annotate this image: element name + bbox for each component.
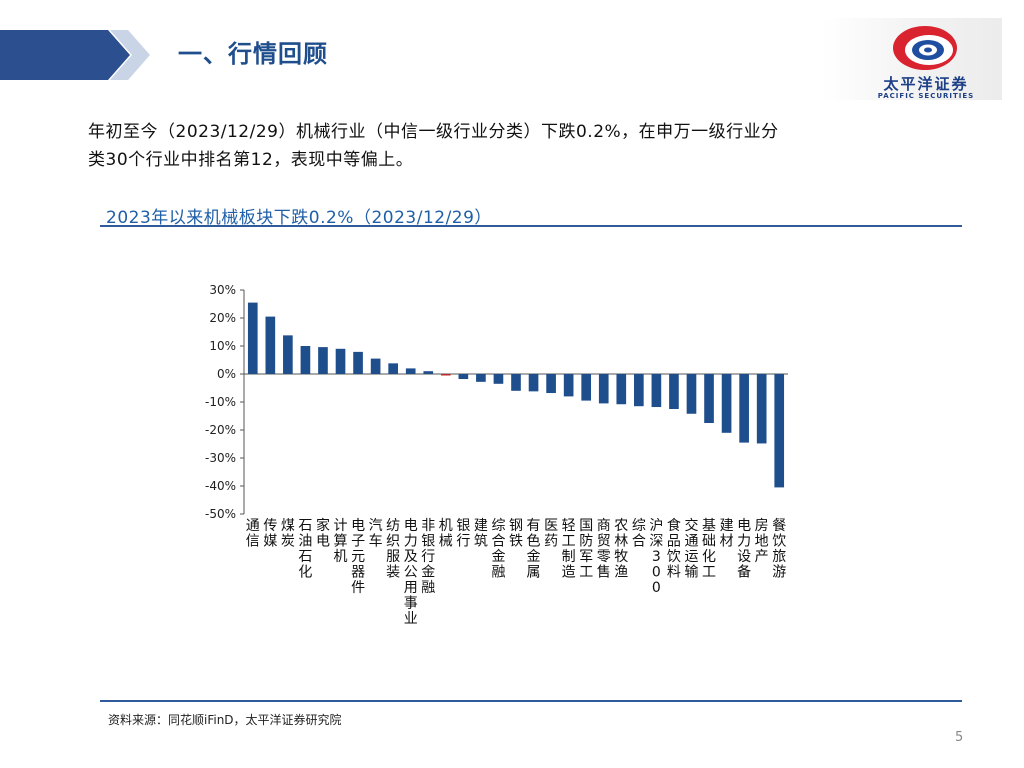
bar-3 bbox=[300, 346, 311, 374]
logo-emblem-icon bbox=[893, 26, 957, 70]
section-title: 一、行情回顾 bbox=[178, 39, 328, 68]
bar-21 bbox=[616, 374, 627, 405]
x-tick-label: 汽车 bbox=[369, 518, 383, 550]
y-tick-label: 20% bbox=[209, 311, 236, 325]
x-tick-label: 建材 bbox=[720, 518, 734, 550]
x-tick-label: 沪深 3 0 0 bbox=[649, 518, 663, 596]
x-tick-label: 医药 bbox=[544, 518, 558, 550]
bar-23 bbox=[651, 374, 662, 408]
x-tick-label: 有色金属 bbox=[527, 518, 541, 581]
x-tick-label: 餐饮旅游 bbox=[772, 518, 786, 581]
bar-7 bbox=[370, 358, 381, 374]
y-tick-label: -30% bbox=[205, 451, 236, 465]
bar-14 bbox=[493, 374, 504, 384]
y-tick-label: 30% bbox=[209, 283, 236, 297]
bar-16 bbox=[528, 374, 539, 392]
x-tick-label: 房地产 bbox=[755, 518, 769, 565]
y-tick-label: 0% bbox=[217, 367, 236, 381]
header-banner-icon bbox=[0, 30, 150, 80]
summary-line-1: 年初至今（2023/12/29）机械行业（中信一级行业分类）下跌0.2%，在申万… bbox=[88, 122, 779, 142]
bar-20 bbox=[598, 374, 609, 404]
bar-1 bbox=[265, 316, 276, 374]
bar-8 bbox=[388, 363, 398, 374]
y-tick-label: 10% bbox=[209, 339, 236, 353]
x-tick-label: 机械 bbox=[439, 518, 453, 550]
bar-25 bbox=[686, 374, 697, 414]
company-logo: 太平洋证券 PACIFIC SECURITIES bbox=[822, 18, 1002, 100]
chart-title-divider bbox=[100, 225, 962, 227]
summary-line-2: 类30个行业中排名第12，表现中等偏上。 bbox=[88, 150, 414, 170]
bar-29 bbox=[756, 374, 767, 444]
bar-12 bbox=[458, 374, 469, 380]
x-tick-label: 综合 bbox=[632, 518, 646, 550]
bar-24 bbox=[669, 374, 679, 409]
bar-30 bbox=[774, 374, 785, 488]
x-tick-label: 煤炭 bbox=[281, 518, 295, 550]
bar-28 bbox=[739, 374, 749, 443]
x-tick-label: 商贸零售 bbox=[597, 518, 611, 581]
x-tick-label: 电力设备 bbox=[737, 518, 751, 581]
bar-17 bbox=[546, 374, 556, 394]
x-tick-label: 银行 bbox=[456, 518, 470, 550]
x-tick-label: 传媒 bbox=[263, 518, 277, 550]
x-tick-label: 纺织服装 bbox=[386, 518, 400, 581]
y-tick-label: -10% bbox=[205, 395, 236, 409]
bar-11 bbox=[440, 374, 451, 376]
x-tick-label: 国防军工 bbox=[579, 518, 593, 581]
x-tick-label: 石油石化 bbox=[298, 518, 312, 581]
bar-26 bbox=[704, 374, 714, 423]
x-tick-label: 食品饮料 bbox=[667, 517, 681, 581]
x-tick-label: 建筑 bbox=[474, 518, 488, 550]
bar-chart: 30% 20% 10% 0% -10% -20% -30% -40% -50% 通信传媒煤炭石油石… bbox=[205, 283, 788, 627]
bar-4 bbox=[318, 347, 328, 374]
logo-chinese-name: 太平洋证券 bbox=[883, 75, 969, 93]
chart-title: 2023年以来机械板块下跌0.2%（2023/12/29） bbox=[106, 208, 492, 228]
bar-6 bbox=[353, 351, 363, 374]
bar-19 bbox=[581, 374, 592, 401]
y-tick-label: -40% bbox=[205, 479, 236, 493]
y-tick-label: -50% bbox=[205, 507, 236, 521]
x-tick-label: 计算机 bbox=[334, 518, 348, 565]
logo-english-name: PACIFIC SECURITIES bbox=[877, 92, 975, 100]
bar-5 bbox=[335, 348, 346, 374]
x-tick-label: 钢铁 bbox=[509, 518, 523, 550]
bar-18 bbox=[563, 374, 574, 397]
x-tick-label: 通信 bbox=[246, 518, 260, 550]
x-tick-label: 电力及公用事业 bbox=[404, 518, 418, 627]
bar-0 bbox=[247, 302, 258, 374]
x-tick-label: 轻工制造 bbox=[562, 518, 576, 581]
x-tick-label: 综合金融 bbox=[491, 518, 505, 581]
bar-15 bbox=[511, 374, 521, 391]
x-tick-label: 家电 bbox=[316, 517, 330, 550]
bar-22 bbox=[634, 374, 644, 407]
x-tick-label: 电子元器件 bbox=[351, 518, 365, 596]
x-tick-label: 基础化工 bbox=[702, 517, 716, 581]
bar-27 bbox=[721, 374, 732, 433]
bar-2 bbox=[283, 335, 293, 374]
y-tick-label: -20% bbox=[205, 423, 236, 437]
bar-13 bbox=[476, 374, 486, 382]
source-note: 资料来源：同花顺iFinD，太平洋证券研究院 bbox=[108, 713, 342, 727]
x-tick-label: 交通运输 bbox=[684, 517, 698, 581]
bar-10 bbox=[423, 371, 434, 374]
footer-divider bbox=[100, 700, 962, 702]
page-number: 5 bbox=[955, 730, 964, 745]
x-tick-label: 农林牧渔 bbox=[614, 518, 628, 581]
summary-paragraph: 年初至今（2023/12/29）机械行业（中信一级行业分类）下跌0.2%，在申万… bbox=[88, 118, 968, 174]
x-tick-label: 非银行金融 bbox=[421, 518, 435, 596]
bar-9 bbox=[405, 368, 416, 374]
